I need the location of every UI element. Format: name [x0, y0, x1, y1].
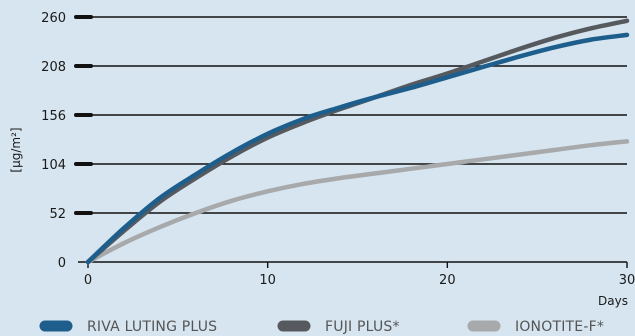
x-tick-label: 10: [259, 273, 276, 288]
x-tick-label: 30: [619, 273, 635, 288]
legend-label-1: FUJI PLUS*: [325, 319, 400, 335]
y-axis-title: [µg/m²]: [9, 127, 23, 172]
x-tick-label: 0: [84, 273, 92, 288]
grid-layer: [74, 15, 627, 263]
y-tick-label: 52: [49, 207, 66, 222]
y-tick-label: 156: [41, 109, 66, 124]
x-tick-label: 20: [439, 273, 456, 288]
y-tick-label: 260: [41, 11, 66, 26]
series-line-0: [85, 32, 630, 265]
axis-layer: 0 52 104 156 208 260 0 10 20 30: [41, 11, 635, 288]
series-layer: [85, 18, 630, 265]
y-tick-label: 104: [41, 158, 66, 173]
legend-label-2: IONOTITE-F*: [515, 319, 604, 335]
series-line-2: [85, 139, 630, 265]
y-tick-label: 208: [41, 60, 66, 75]
y-tick-label: 0: [58, 256, 66, 271]
x-axis-title: Days: [598, 294, 628, 308]
legend: RIVA LUTING PLUS FUJI PLUS* IONOTITE-F*: [39, 319, 604, 335]
legend-label-0: RIVA LUTING PLUS: [87, 319, 217, 335]
